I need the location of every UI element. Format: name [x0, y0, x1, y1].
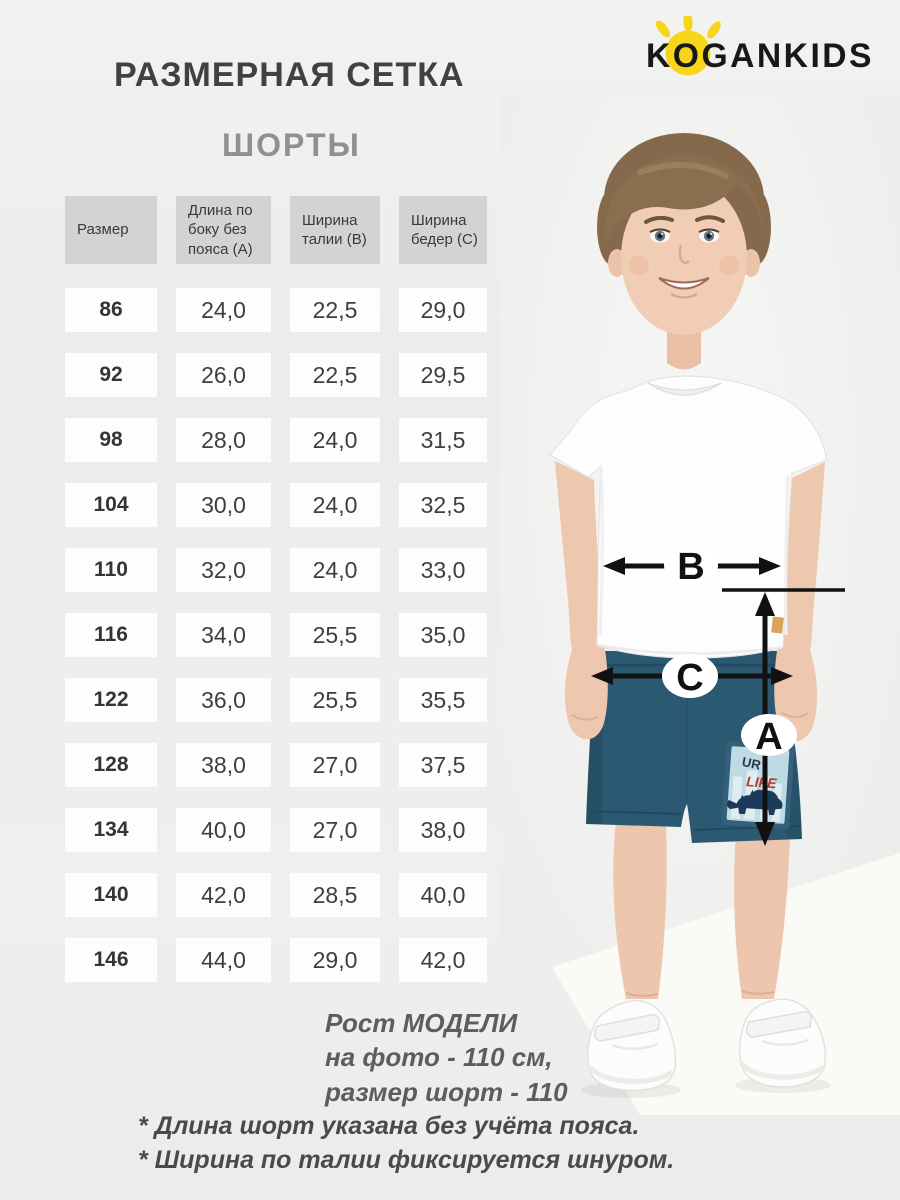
value-cell: 28,5	[290, 873, 380, 917]
value-cell: 24,0	[176, 288, 271, 332]
value-cell: 38,0	[399, 808, 487, 852]
brand-name: KOGANKIDS	[646, 37, 874, 75]
measurement-overlays: B A C	[591, 545, 845, 846]
value-cell: 27,0	[290, 808, 380, 852]
model-info-line: на фото - 110 см,	[325, 1042, 553, 1073]
value-cell: 34,0	[176, 613, 271, 657]
table-row: 128 38,0 27,0 37,5	[65, 743, 495, 787]
right-eyebrow	[695, 215, 725, 223]
model-photo: UR LIFE	[500, 95, 900, 1115]
value-cell: 29,0	[399, 288, 487, 332]
dinosaur-graphic	[726, 789, 783, 816]
size-cell: 110	[65, 548, 157, 592]
value-cell: 24,0	[290, 418, 380, 462]
value-cell: 25,5	[290, 613, 380, 657]
boy-head	[597, 133, 771, 370]
left-sneaker	[587, 999, 677, 1092]
table-row: 116 34,0 25,5 35,0	[65, 613, 495, 657]
table-row: 110 32,0 24,0 33,0	[65, 548, 495, 592]
table-row: 122 36,0 25,5 35,5	[65, 678, 495, 722]
value-cell: 25,5	[290, 678, 380, 722]
size-table: Размер Длина по боку без пояса (А) Ширина …	[65, 196, 495, 1003]
value-cell: 38,0	[176, 743, 271, 787]
right-sneaker	[738, 998, 827, 1088]
left-eyebrow	[644, 215, 674, 224]
value-cell: 35,5	[399, 678, 487, 722]
header-cell: Ширина талии (В)	[290, 196, 380, 264]
value-cell: 26,0	[176, 353, 271, 397]
value-cell: 37,5	[399, 743, 487, 787]
measurement-arrow-length: A	[741, 592, 797, 846]
shirt-tag	[771, 616, 784, 634]
value-cell: 42,0	[176, 873, 271, 917]
value-cell: 22,5	[290, 288, 380, 332]
nose	[678, 244, 690, 265]
measurement-label-length: A	[755, 716, 782, 758]
shorts: UR LIFE	[586, 651, 802, 843]
model-info-line: размер шорт - 110	[325, 1076, 568, 1107]
table-row: 146 44,0 29,0 42,0	[65, 938, 495, 982]
mouth	[658, 277, 710, 299]
brand-logo: KOGANKIDS	[646, 16, 874, 76]
model-info: Рост МОДЕЛИ на фото - 110 см, размер шор…	[325, 1006, 568, 1109]
table-row: 140 42,0 28,5 40,0	[65, 873, 495, 917]
footnote-waist: * Ширина по талии фиксируется шнуром.	[138, 1145, 675, 1174]
patch-text-bottom: LIFE	[746, 773, 778, 791]
page-subtitle: ШОРТЫ	[222, 127, 361, 163]
value-cell: 29,5	[399, 353, 487, 397]
size-cell: 116	[65, 613, 157, 657]
patch-text-top: UR	[741, 754, 763, 773]
size-cell: 86	[65, 288, 157, 332]
size-cell: 128	[65, 743, 157, 787]
value-cell: 32,5	[399, 483, 487, 527]
value-cell: 40,0	[399, 873, 487, 917]
measurement-label-waist: B	[677, 546, 704, 588]
table-row: 134 40,0 27,0 38,0	[65, 808, 495, 852]
size-cell: 104	[65, 483, 157, 527]
header-cell: Ширина бедер (С)	[399, 196, 487, 264]
measurement-label-hips: C	[676, 657, 703, 699]
value-cell: 32,0	[176, 548, 271, 592]
value-cell: 42,0	[399, 938, 487, 982]
page-title: РАЗМЕРНАЯ СЕТКА	[114, 56, 465, 94]
value-cell: 35,0	[399, 613, 487, 657]
value-cell: 44,0	[176, 938, 271, 982]
value-cell: 24,0	[290, 483, 380, 527]
value-cell: 22,5	[290, 353, 380, 397]
size-cell: 92	[65, 353, 157, 397]
value-cell: 36,0	[176, 678, 271, 722]
footnotes: * Длина шорт указана без учёта пояса. * …	[138, 1110, 674, 1177]
table-row: 98 28,0 24,0 31,5	[65, 418, 495, 462]
measurement-arrow-waist: B	[603, 545, 781, 588]
size-cell: 122	[65, 678, 157, 722]
value-cell: 30,0	[176, 483, 271, 527]
value-cell: 28,0	[176, 418, 271, 462]
size-cell: 140	[65, 873, 157, 917]
size-cell: 134	[65, 808, 157, 852]
value-cell: 31,5	[399, 418, 487, 462]
table-row: 92 26,0 22,5 29,5	[65, 353, 495, 397]
model-info-line: Рост МОДЕЛИ	[325, 1008, 518, 1038]
value-cell: 33,0	[399, 548, 487, 592]
boy-legs	[613, 821, 790, 999]
value-cell: 27,0	[290, 743, 380, 787]
value-cell: 40,0	[176, 808, 271, 852]
header-cell: Размер	[65, 196, 157, 264]
table-row: 86 24,0 22,5 29,0	[65, 288, 495, 332]
eyes	[649, 228, 720, 243]
footnote-length: * Длина шорт указана без учёта пояса.	[138, 1112, 640, 1140]
table-row: 104 30,0 24,0 32,5	[65, 483, 495, 527]
t-shirt	[549, 375, 828, 659]
value-cell: 24,0	[290, 548, 380, 592]
table-header-row: Размер Длина по боку без пояса (А) Ширина …	[65, 196, 495, 264]
size-cell: 98	[65, 418, 157, 462]
size-cell: 146	[65, 938, 157, 982]
value-cell: 29,0	[290, 938, 380, 982]
measurement-arrow-hips: C	[591, 654, 793, 699]
sun-icon	[655, 16, 721, 76]
header-cell: Длина по боку без пояса (А)	[176, 196, 271, 264]
